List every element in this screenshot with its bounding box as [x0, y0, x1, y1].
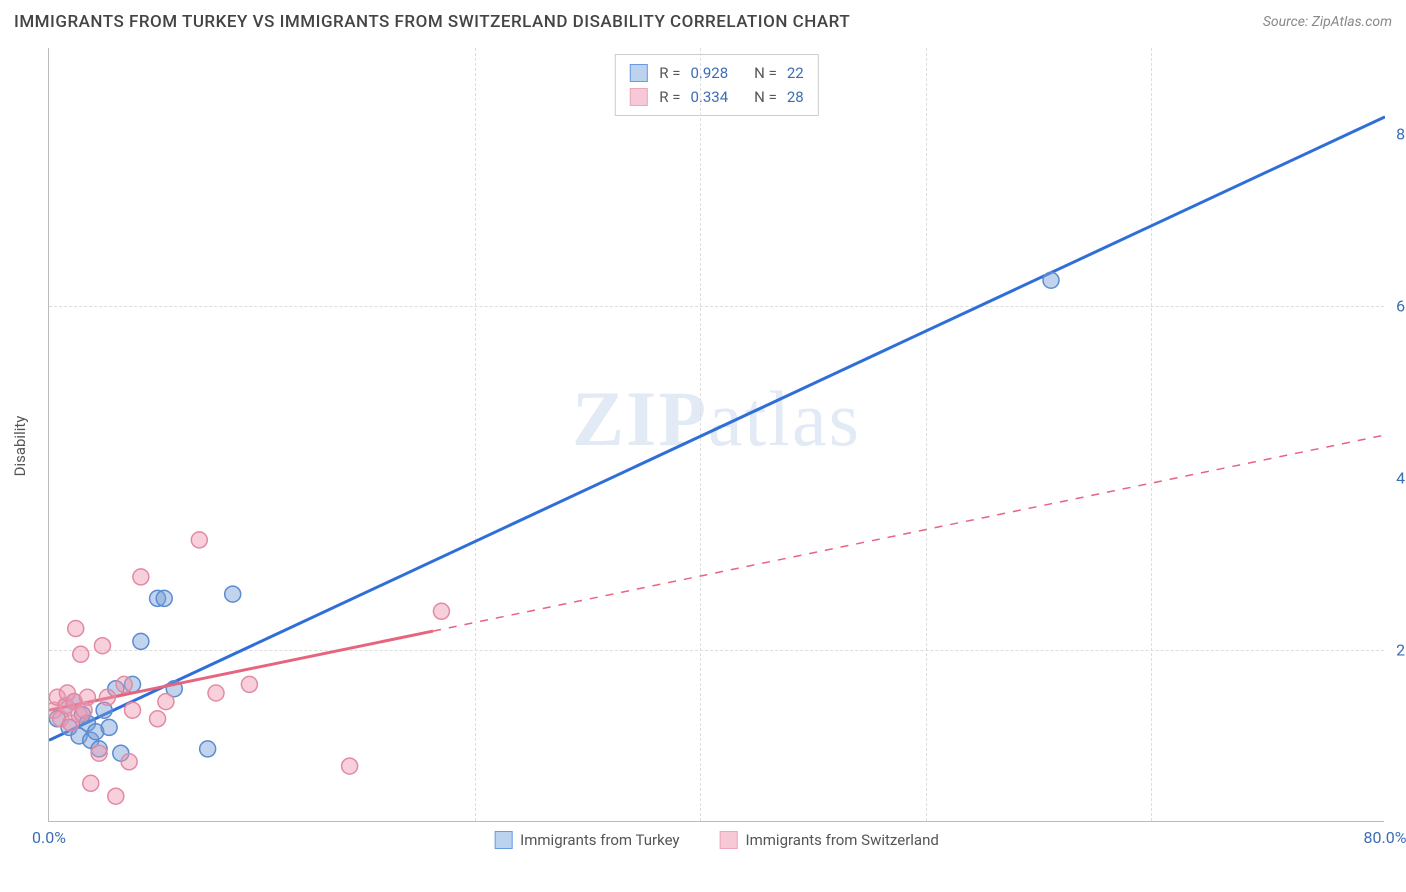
y-tick-label: 60.0% — [1396, 297, 1406, 316]
data-point-switzerland — [433, 603, 449, 619]
data-point-switzerland — [121, 754, 137, 770]
plot-svg — [49, 48, 1385, 822]
data-point-switzerland — [125, 702, 141, 718]
scatter-chart: ZIPatlas R =0.928N =22R =0.334N =28 Immi… — [48, 48, 1384, 822]
data-point-switzerland — [79, 689, 95, 705]
data-point-turkey — [101, 719, 117, 735]
data-point-switzerland — [208, 685, 224, 701]
data-point-switzerland — [342, 758, 358, 774]
legend-item-turkey: Immigrants from Turkey — [494, 831, 679, 849]
source-attribution: Source: ZipAtlas.com — [1263, 14, 1392, 30]
source-name: ZipAtlas.com — [1312, 14, 1392, 30]
data-point-turkey — [133, 633, 149, 649]
data-point-switzerland — [68, 621, 84, 637]
legend-label-switzerland: Immigrants from Switzerland — [746, 831, 939, 849]
legend-series-box: Immigrants from Turkey Immigrants from Sw… — [494, 831, 939, 849]
data-point-switzerland — [191, 532, 207, 548]
data-point-switzerland — [94, 638, 110, 654]
data-point-switzerland — [91, 745, 107, 761]
y-tick-label: 40.0% — [1396, 469, 1406, 488]
chart-title: IMMIGRANTS FROM TURKEY VS IMMIGRANTS FRO… — [14, 12, 1392, 32]
data-point-switzerland — [158, 694, 174, 710]
data-point-switzerland — [150, 711, 166, 727]
y-tick-label: 80.0% — [1396, 125, 1406, 144]
x-tick-label: 80.0% — [1364, 828, 1406, 847]
data-point-switzerland — [241, 676, 257, 692]
trend-line-dashed-switzerland — [433, 435, 1385, 631]
data-point-switzerland — [116, 676, 132, 692]
data-point-turkey — [1043, 272, 1059, 288]
legend-swatch-turkey — [494, 831, 512, 849]
legend-item-switzerland: Immigrants from Switzerland — [720, 831, 939, 849]
data-point-turkey — [156, 590, 172, 606]
data-point-switzerland — [73, 646, 89, 662]
data-point-switzerland — [99, 689, 115, 705]
data-point-switzerland — [133, 569, 149, 585]
x-tick-label: 0.0% — [32, 828, 66, 847]
source-prefix: Source: — [1263, 14, 1312, 30]
legend-label-turkey: Immigrants from Turkey — [520, 831, 679, 849]
y-axis-title: Disability — [11, 416, 29, 477]
legend-swatch-switzerland — [720, 831, 738, 849]
chart-header: IMMIGRANTS FROM TURKEY VS IMMIGRANTS FRO… — [14, 12, 1392, 40]
y-tick-label: 20.0% — [1396, 641, 1406, 660]
data-point-switzerland — [83, 775, 99, 791]
trend-line-turkey — [49, 117, 1385, 741]
data-point-turkey — [225, 586, 241, 602]
data-point-turkey — [200, 741, 216, 757]
data-point-switzerland — [108, 788, 124, 804]
